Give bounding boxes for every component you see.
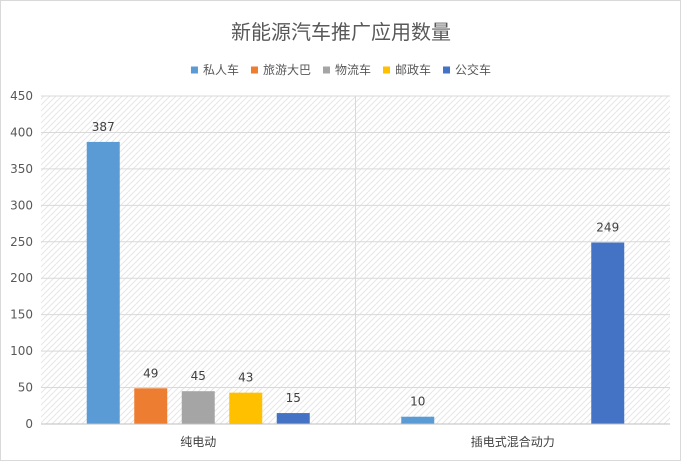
bar <box>134 388 168 424</box>
legend-label: 旅游大巴 <box>263 63 311 77</box>
bar <box>276 413 310 424</box>
bar <box>401 416 435 424</box>
legend-item: 公交车 <box>443 62 491 77</box>
y-tick-label: 250 <box>10 235 33 249</box>
legend-swatch <box>250 66 258 74</box>
legend-swatch <box>322 66 330 74</box>
y-tick-label: 0 <box>25 417 33 431</box>
y-tick-label: 350 <box>10 162 33 176</box>
x-axis: 纯电动 插电式混合动力 <box>41 423 670 449</box>
bar-value-label: 387 <box>92 120 115 134</box>
x-category-label: 插电式混合动力 <box>471 434 555 449</box>
legend-item: 邮政车 <box>383 62 431 77</box>
bar-value-label: 49 <box>143 366 158 380</box>
legend-label: 私人车 <box>203 62 239 77</box>
legend: 私人车 旅游大巴 物流车 邮政车 公交车 <box>190 62 491 77</box>
bar-value-label: 15 <box>286 391 301 405</box>
data-labels: 387 49 45 43 15 10 249 <box>92 120 619 409</box>
legend-label: 邮政车 <box>395 62 431 77</box>
bar <box>591 242 625 424</box>
y-tick-label: 300 <box>10 198 33 212</box>
bar-value-label: 43 <box>238 371 253 385</box>
legend-swatch <box>383 66 391 74</box>
chart-title: 新能源汽车推广应用数量 <box>231 20 451 44</box>
bar <box>229 392 263 424</box>
y-tick-label: 400 <box>10 125 33 139</box>
legend-swatch <box>443 66 451 74</box>
legend-label: 公交车 <box>455 62 491 77</box>
legend-label: 物流车 <box>335 62 371 77</box>
legend-swatch <box>190 66 198 74</box>
bar <box>181 391 215 424</box>
y-tick-label: 150 <box>10 308 33 322</box>
y-tick-label: 450 <box>10 89 33 103</box>
y-axis: 0 50 100 150 200 250 300 350 400 450 <box>10 89 33 431</box>
legend-item: 物流车 <box>322 62 371 77</box>
bar-value-label: 45 <box>191 369 206 383</box>
y-tick-label: 200 <box>10 271 33 285</box>
y-tick-label: 50 <box>18 381 33 395</box>
bar <box>86 141 120 425</box>
y-tick-label: 100 <box>10 344 33 358</box>
bar-value-label: 10 <box>410 395 425 409</box>
legend-item: 私人车 <box>190 62 239 77</box>
x-category-label: 纯电动 <box>180 435 216 449</box>
legend-item: 旅游大巴 <box>250 63 311 77</box>
bars <box>86 141 625 425</box>
bar-value-label: 249 <box>596 221 619 235</box>
